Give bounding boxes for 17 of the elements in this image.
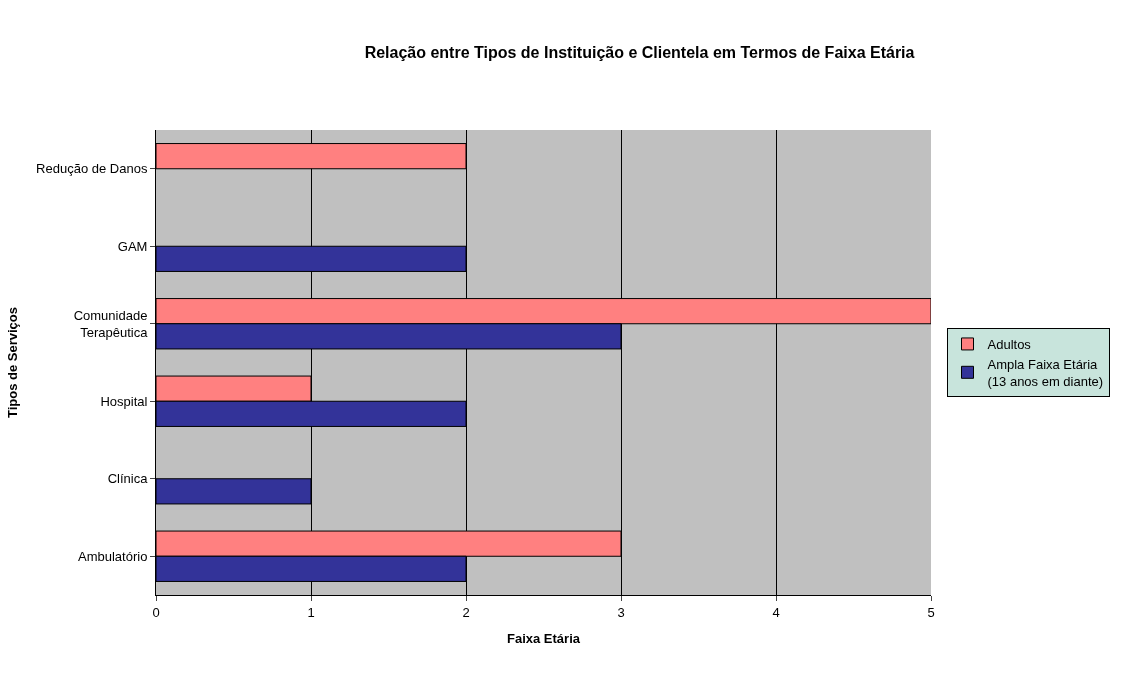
x-tick-label: 5	[927, 604, 935, 620]
x-tick-label: 2	[462, 604, 470, 620]
y-tick-label: Ambulatório	[78, 548, 148, 564]
chart-title: Relação entre Tipos de Instituição e Clientela em Termos de Faixa Etária	[364, 44, 915, 62]
legend-label: Adultos	[987, 337, 1032, 353]
x-tick-label: 0	[152, 604, 160, 620]
y-tick-label: Redução de Danos	[36, 161, 148, 177]
y-tick-label: Clínica	[107, 471, 149, 487]
y-tick-label: GAM	[117, 238, 148, 254]
y-tick-label: Comunidade Terapêutica	[73, 307, 149, 340]
y-axis-title: Tipos de Serviços	[5, 306, 21, 419]
y-tick-label: Hospital	[100, 393, 148, 409]
x-tick-label: 3	[617, 604, 625, 620]
x-tick-label: 1	[307, 604, 315, 620]
legend-label: Ampla Faixa Etária (13 anos em diante)	[987, 356, 1104, 389]
x-tick-label: 4	[772, 604, 780, 620]
x-axis-title: Faixa Etária	[507, 631, 581, 647]
